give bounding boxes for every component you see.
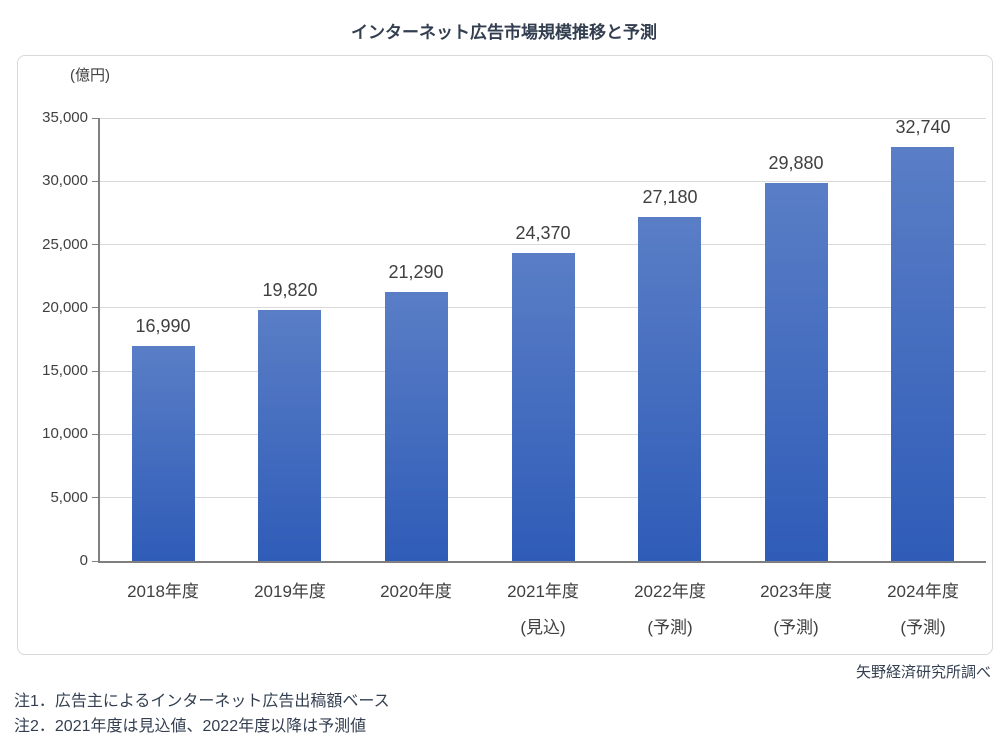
y-axis-tick-label: 35,000 xyxy=(42,109,88,126)
x-axis-category-sublabel: (予測) xyxy=(773,618,819,637)
x-axis-category-sublabel: (予測) xyxy=(647,618,693,637)
gridline xyxy=(100,117,986,119)
x-axis-category-label: 2020年度 xyxy=(380,582,452,601)
bar-value-label: 19,820 xyxy=(262,280,318,300)
bar-2020年度 xyxy=(385,292,448,561)
bar-2019年度 xyxy=(258,310,321,561)
bar-value-label: 24,370 xyxy=(515,223,571,243)
x-axis-category-label: 2018年度 xyxy=(127,582,199,601)
bar-2018年度 xyxy=(132,346,195,561)
y-axis-tick-label: 20,000 xyxy=(42,298,88,316)
x-axis-category-sublabel: (見込) xyxy=(520,618,566,637)
y-axis-tick-mark xyxy=(92,307,99,309)
y-axis-unit-label: (億円) xyxy=(70,67,110,84)
x-axis-category-label: 2021年度 xyxy=(507,582,579,601)
bar-2022年度 xyxy=(638,217,701,561)
y-axis-tick-label: 5,000 xyxy=(50,488,88,506)
source-credit: 矢野経済研究所調べ xyxy=(855,664,991,681)
plot-area: 0 5,000 10,000 15,000 20,000 25,000 30,000 35,0… xyxy=(42,109,986,637)
y-axis-tick-mark xyxy=(92,180,99,182)
bar-value-label: 21,290 xyxy=(388,262,444,282)
bar-2021年度 xyxy=(512,253,575,561)
gridline xyxy=(100,180,986,182)
gridline xyxy=(100,244,986,246)
y-axis-tick-mark xyxy=(92,117,99,119)
bar-value-label: 16,990 xyxy=(135,316,191,336)
bar-value-label: 29,880 xyxy=(768,153,824,173)
y-axis-tick-label: 10,000 xyxy=(42,425,88,443)
bar-2024年度 xyxy=(891,147,954,561)
x-axis-category-label: 2023年度 xyxy=(760,582,832,601)
x-axis-category-sublabel: (予測) xyxy=(900,618,946,637)
y-axis-tick-mark xyxy=(92,497,99,499)
y-axis-tick-mark xyxy=(92,433,99,435)
bar-2023年度 xyxy=(765,183,828,561)
footnote-1: 注1．広告主によるインターネット広告出稿額ベース xyxy=(14,693,390,710)
y-axis-tick-mark xyxy=(92,244,99,246)
chart-plot-frame: (億円) 0 5,000 10,000 15,000 20,000 25,000 30,00… xyxy=(17,55,993,655)
y-axis-tick-label: 25,000 xyxy=(42,235,88,253)
x-axis-category-label: 2019年度 xyxy=(254,582,326,601)
footnotes: 注1．広告主によるインターネット広告出稿額ベース 注2．2021年度は見込値、2… xyxy=(14,689,390,739)
y-axis-tick-mark xyxy=(92,560,99,562)
x-axis-category-label: 2022年度 xyxy=(634,582,706,601)
bar-value-label: 32,740 xyxy=(895,117,951,137)
x-axis-category-label: 2024年度 xyxy=(887,582,959,601)
y-axis-tick-label: 30,000 xyxy=(42,172,88,190)
chart-title: インターネット広告市場規模推移と予測 xyxy=(351,23,657,42)
footnote-2: 注2．2021年度は見込値、2022年度以降は予測値 xyxy=(14,718,367,735)
y-axis-tick-label: 15,000 xyxy=(42,362,88,380)
bar-value-label: 27,180 xyxy=(642,187,698,207)
y-axis-tick-label: 0 xyxy=(79,552,88,569)
y-axis-tick-mark xyxy=(92,370,99,372)
